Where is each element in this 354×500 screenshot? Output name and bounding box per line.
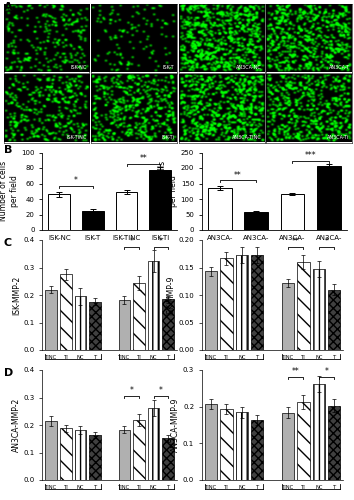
Bar [220,409,233,480]
Text: 48 hours: 48 hours [219,370,250,376]
Text: *: * [325,238,329,246]
Text: 48 hours: 48 hours [58,370,88,376]
Text: AN3CA-T: AN3CA-T [329,66,350,70]
Bar [148,260,159,350]
Text: *: * [159,386,163,395]
Bar [220,258,233,350]
Text: **: ** [292,238,299,246]
Bar [297,402,309,480]
Bar [313,384,325,480]
Text: *: * [130,237,133,246]
Text: 72 hours: 72 hours [296,370,326,376]
Bar [60,428,72,480]
Text: ISK-NC: ISK-NC [70,66,87,70]
Bar [282,413,294,480]
Y-axis label: AN3CA-MMP-2: AN3CA-MMP-2 [12,398,21,452]
Bar [162,299,174,350]
Text: B: B [4,145,12,155]
Bar [236,412,248,480]
Text: ISK-T: ISK-T [163,66,175,70]
Text: 72 hours: 72 hours [131,370,162,376]
Text: AN3CA-Ti: AN3CA-Ti [327,136,350,140]
Y-axis label: ISK-MMP-2: ISK-MMP-2 [12,276,21,314]
Bar [149,170,171,230]
Bar [328,290,340,350]
Text: ISK-TINC: ISK-TINC [67,136,87,140]
Bar [251,255,263,350]
Bar [281,194,304,230]
Bar [297,262,309,350]
Text: *: * [130,386,133,395]
Bar [282,283,294,350]
Y-axis label: Number of cells
per field: Number of cells per field [0,161,18,222]
Text: **: ** [292,366,299,376]
Bar [45,421,57,480]
Bar [317,166,341,230]
Text: *: * [325,366,329,376]
Bar [89,302,101,350]
Bar [244,212,268,230]
Bar [48,194,70,230]
Bar [89,435,101,480]
Text: ***: *** [305,152,316,160]
Bar [119,430,130,480]
Bar [45,290,57,350]
Bar [60,274,72,350]
Y-axis label: ISK-MMP-9: ISK-MMP-9 [167,276,176,314]
Text: **: ** [139,154,147,164]
Bar [133,282,145,350]
Bar [148,408,159,480]
Bar [82,212,104,230]
Bar [313,269,325,350]
Text: A: A [4,2,12,12]
Text: AN3CA-TINC: AN3CA-TINC [232,136,262,140]
Y-axis label: AN3CA-MMP-9: AN3CA-MMP-9 [171,398,180,452]
Bar [251,420,263,480]
Bar [119,300,130,350]
Text: D: D [4,368,13,378]
Text: *: * [159,237,163,246]
Bar [236,255,248,350]
Bar [208,188,232,230]
Bar [133,420,145,480]
Bar [205,404,217,480]
Text: **: ** [234,170,242,179]
Bar [205,272,217,350]
Text: ISK-Ti: ISK-Ti [161,136,175,140]
Text: AN3CA-NC: AN3CA-NC [236,66,262,70]
Y-axis label: Number of cells
per field: Number of cells per field [159,161,178,222]
Bar [75,430,86,480]
Bar [116,192,137,230]
Bar [162,438,174,480]
Bar [328,406,340,480]
Text: *: * [74,176,78,185]
Text: C: C [4,238,12,248]
Bar [75,296,86,350]
